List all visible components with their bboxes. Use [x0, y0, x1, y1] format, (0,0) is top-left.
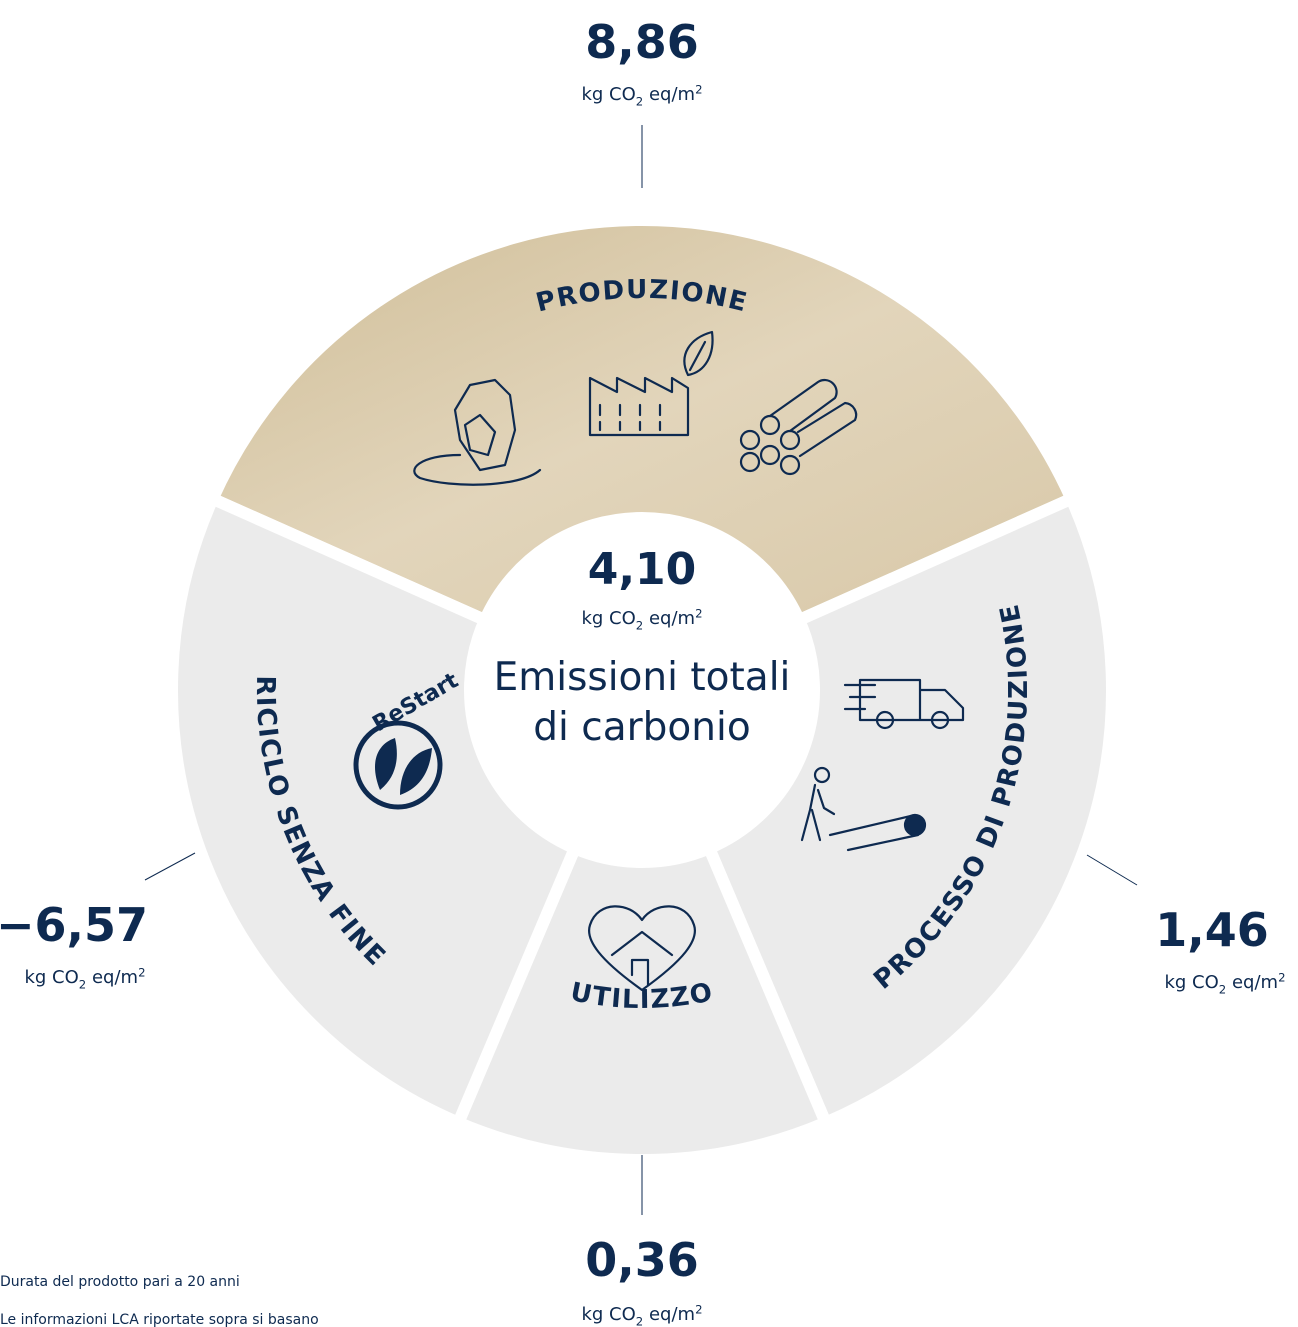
value: 0,36 [585, 1233, 699, 1287]
unit-sub: 2 [636, 618, 643, 632]
unit-middle: eq/m [643, 84, 695, 105]
unit-sup: 2 [138, 966, 145, 980]
unit-middle: eq/m [643, 1304, 695, 1325]
unit-sub: 2 [636, 94, 643, 108]
unit: kg CO2 eq/m2 [581, 1303, 702, 1327]
unit-prefix: kg CO [1164, 972, 1218, 993]
infographic: ReStart PRODUZIONEPROCESSO DI PRODUZIONE… [0, 0, 1298, 1327]
value: −6,57 [0, 898, 148, 952]
unit-middle: eq/m [643, 608, 695, 629]
footnote: Le informazioni LCA riportate sopra si b… [0, 1312, 319, 1327]
center-title: di carbonio [533, 705, 750, 750]
unit-sub: 2 [79, 977, 86, 991]
unit: kg CO2 eq/m2 [24, 966, 145, 992]
center-title: Emissioni totali [494, 655, 791, 700]
unit: kg CO2 eq/m2 [581, 83, 702, 109]
unit-prefix: kg CO [581, 608, 635, 629]
value: 8,86 [585, 15, 699, 69]
unit-sup: 2 [695, 83, 702, 97]
unit-prefix: kg CO [581, 1304, 635, 1325]
leader-line [1087, 855, 1137, 885]
value: 4,10 [588, 544, 697, 595]
unit-prefix: kg CO [581, 84, 635, 105]
unit-sup: 2 [1278, 971, 1285, 985]
unit-sub: 2 [1219, 982, 1226, 996]
unit-prefix: kg CO [24, 967, 78, 988]
unit-middle: eq/m [86, 967, 138, 988]
unit-sup: 2 [695, 607, 702, 621]
unit-sup: 2 [695, 1303, 702, 1317]
leader-line [145, 853, 195, 880]
value: 1,46 [1155, 903, 1269, 957]
unit-sub: 2 [636, 1314, 643, 1327]
footnote: Durata del prodotto pari a 20 anni [0, 1274, 240, 1290]
unit: kg CO2 eq/m2 [1164, 971, 1285, 997]
unit-middle: eq/m [1226, 972, 1278, 993]
